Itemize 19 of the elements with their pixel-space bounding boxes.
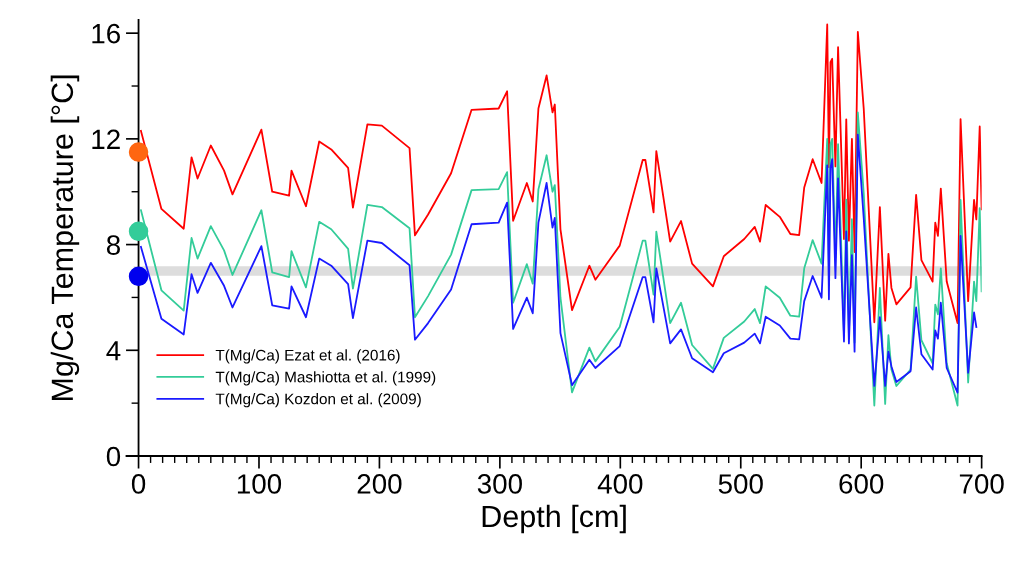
y-tick-label: 8: [106, 235, 120, 255]
y-tick-label: 12: [92, 129, 120, 149]
x-axis-title: Depth [cm]: [482, 504, 626, 534]
x-tick-label: 500: [718, 474, 763, 494]
x-tick-label: 100: [237, 474, 282, 494]
x-tick-label: 400: [597, 474, 643, 494]
legend-label: T(Mg/Ca) Mashiotta et al. (1999): [215, 371, 436, 386]
x-tick-label: 600: [839, 474, 884, 494]
x-tick-label: 300: [477, 474, 522, 494]
x-tick-label: 200: [357, 474, 402, 494]
line-series: [140, 23, 982, 324]
legend-label: T(Mg/Ca) Kozdon et al. (2009): [215, 393, 421, 408]
x-tick-label: 700: [959, 474, 1004, 494]
y-tick-label: 16: [92, 23, 120, 44]
x-tick-label: 0: [131, 474, 146, 494]
legend-label: T(Mg/Ca) Ezat et al. (2016): [215, 349, 400, 364]
y-axis-title: Mg/Ca Temperature [°C]: [50, 75, 80, 401]
y-tick-label: 4: [106, 341, 121, 361]
y-tick-label: 0: [106, 446, 121, 467]
